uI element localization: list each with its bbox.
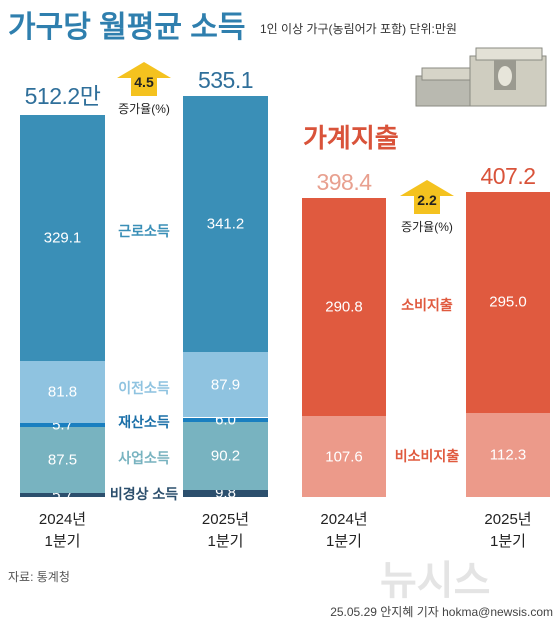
subtitle: 1인 이상 가구(농림어가 포함) 단위:만원	[260, 22, 457, 36]
bar-segment	[20, 427, 105, 493]
series-label: 비소비지출	[392, 445, 462, 466]
growth-label: 증가율(%)	[118, 102, 170, 116]
arrow-shape	[117, 62, 171, 96]
watermark: 뉴시스	[380, 559, 491, 603]
series-label: 재산소득	[116, 412, 172, 433]
series-label: 비경상 소득	[107, 484, 181, 505]
value-label: 90.2	[210, 447, 241, 465]
title: 가구당 월평균 소득	[8, 11, 246, 44]
bar-segment	[183, 95, 268, 352]
bar-segment	[302, 198, 386, 417]
bar-segment	[183, 351, 268, 418]
expense-title: 가계지출	[303, 123, 399, 153]
category-label: 2024년 1분기	[320, 511, 368, 550]
bar-segment	[183, 422, 268, 490]
growth-arrow	[117, 62, 171, 96]
value-label: 81.8	[47, 383, 78, 401]
value-label: 290.8	[325, 298, 363, 316]
bar-segment	[183, 489, 268, 497]
series-label: 근로소득	[116, 220, 172, 241]
series-label: 사업소득	[116, 447, 172, 468]
series-label: 소비지출	[399, 294, 455, 315]
value-label: 341.2	[206, 215, 245, 233]
growth-arrow	[400, 180, 454, 214]
bar-segment	[183, 417, 268, 422]
bar-segment	[466, 412, 550, 497]
bar-segment	[466, 191, 550, 413]
total-label: 512.2만	[24, 82, 101, 109]
total-label: 407.2	[480, 162, 536, 189]
bar-segment	[20, 422, 105, 428]
arrow-shape	[400, 180, 454, 214]
bar-segment	[20, 361, 105, 423]
value-label: 107.6	[325, 448, 363, 466]
source: 자료: 통계청	[8, 570, 70, 584]
total-label: 398.4	[316, 169, 372, 196]
category-label: 2025년 1분기	[484, 511, 532, 550]
value-label: 87.5	[47, 451, 78, 469]
credit: 25.05.29 안지혜 기자 hokma@newsis.com	[330, 605, 553, 619]
series-label: 이전소득	[116, 378, 172, 399]
value-label: 295.0	[489, 293, 527, 311]
value-label: 87.9	[210, 376, 241, 394]
growth-value: 4.5	[134, 74, 154, 90]
bar-segment	[20, 114, 105, 362]
growth-label: 증가율(%)	[401, 220, 453, 234]
bar-segment	[20, 492, 105, 497]
value-label: 329.1	[43, 229, 82, 247]
total-label: 535.1	[197, 66, 254, 93]
bar-segment	[302, 416, 386, 497]
category-label: 2024년 1분기	[38, 511, 87, 550]
value-label: 112.3	[489, 446, 527, 464]
growth-value: 2.2	[417, 192, 437, 208]
category-label: 2025년 1분기	[201, 511, 250, 550]
money-illustration	[415, 47, 547, 107]
